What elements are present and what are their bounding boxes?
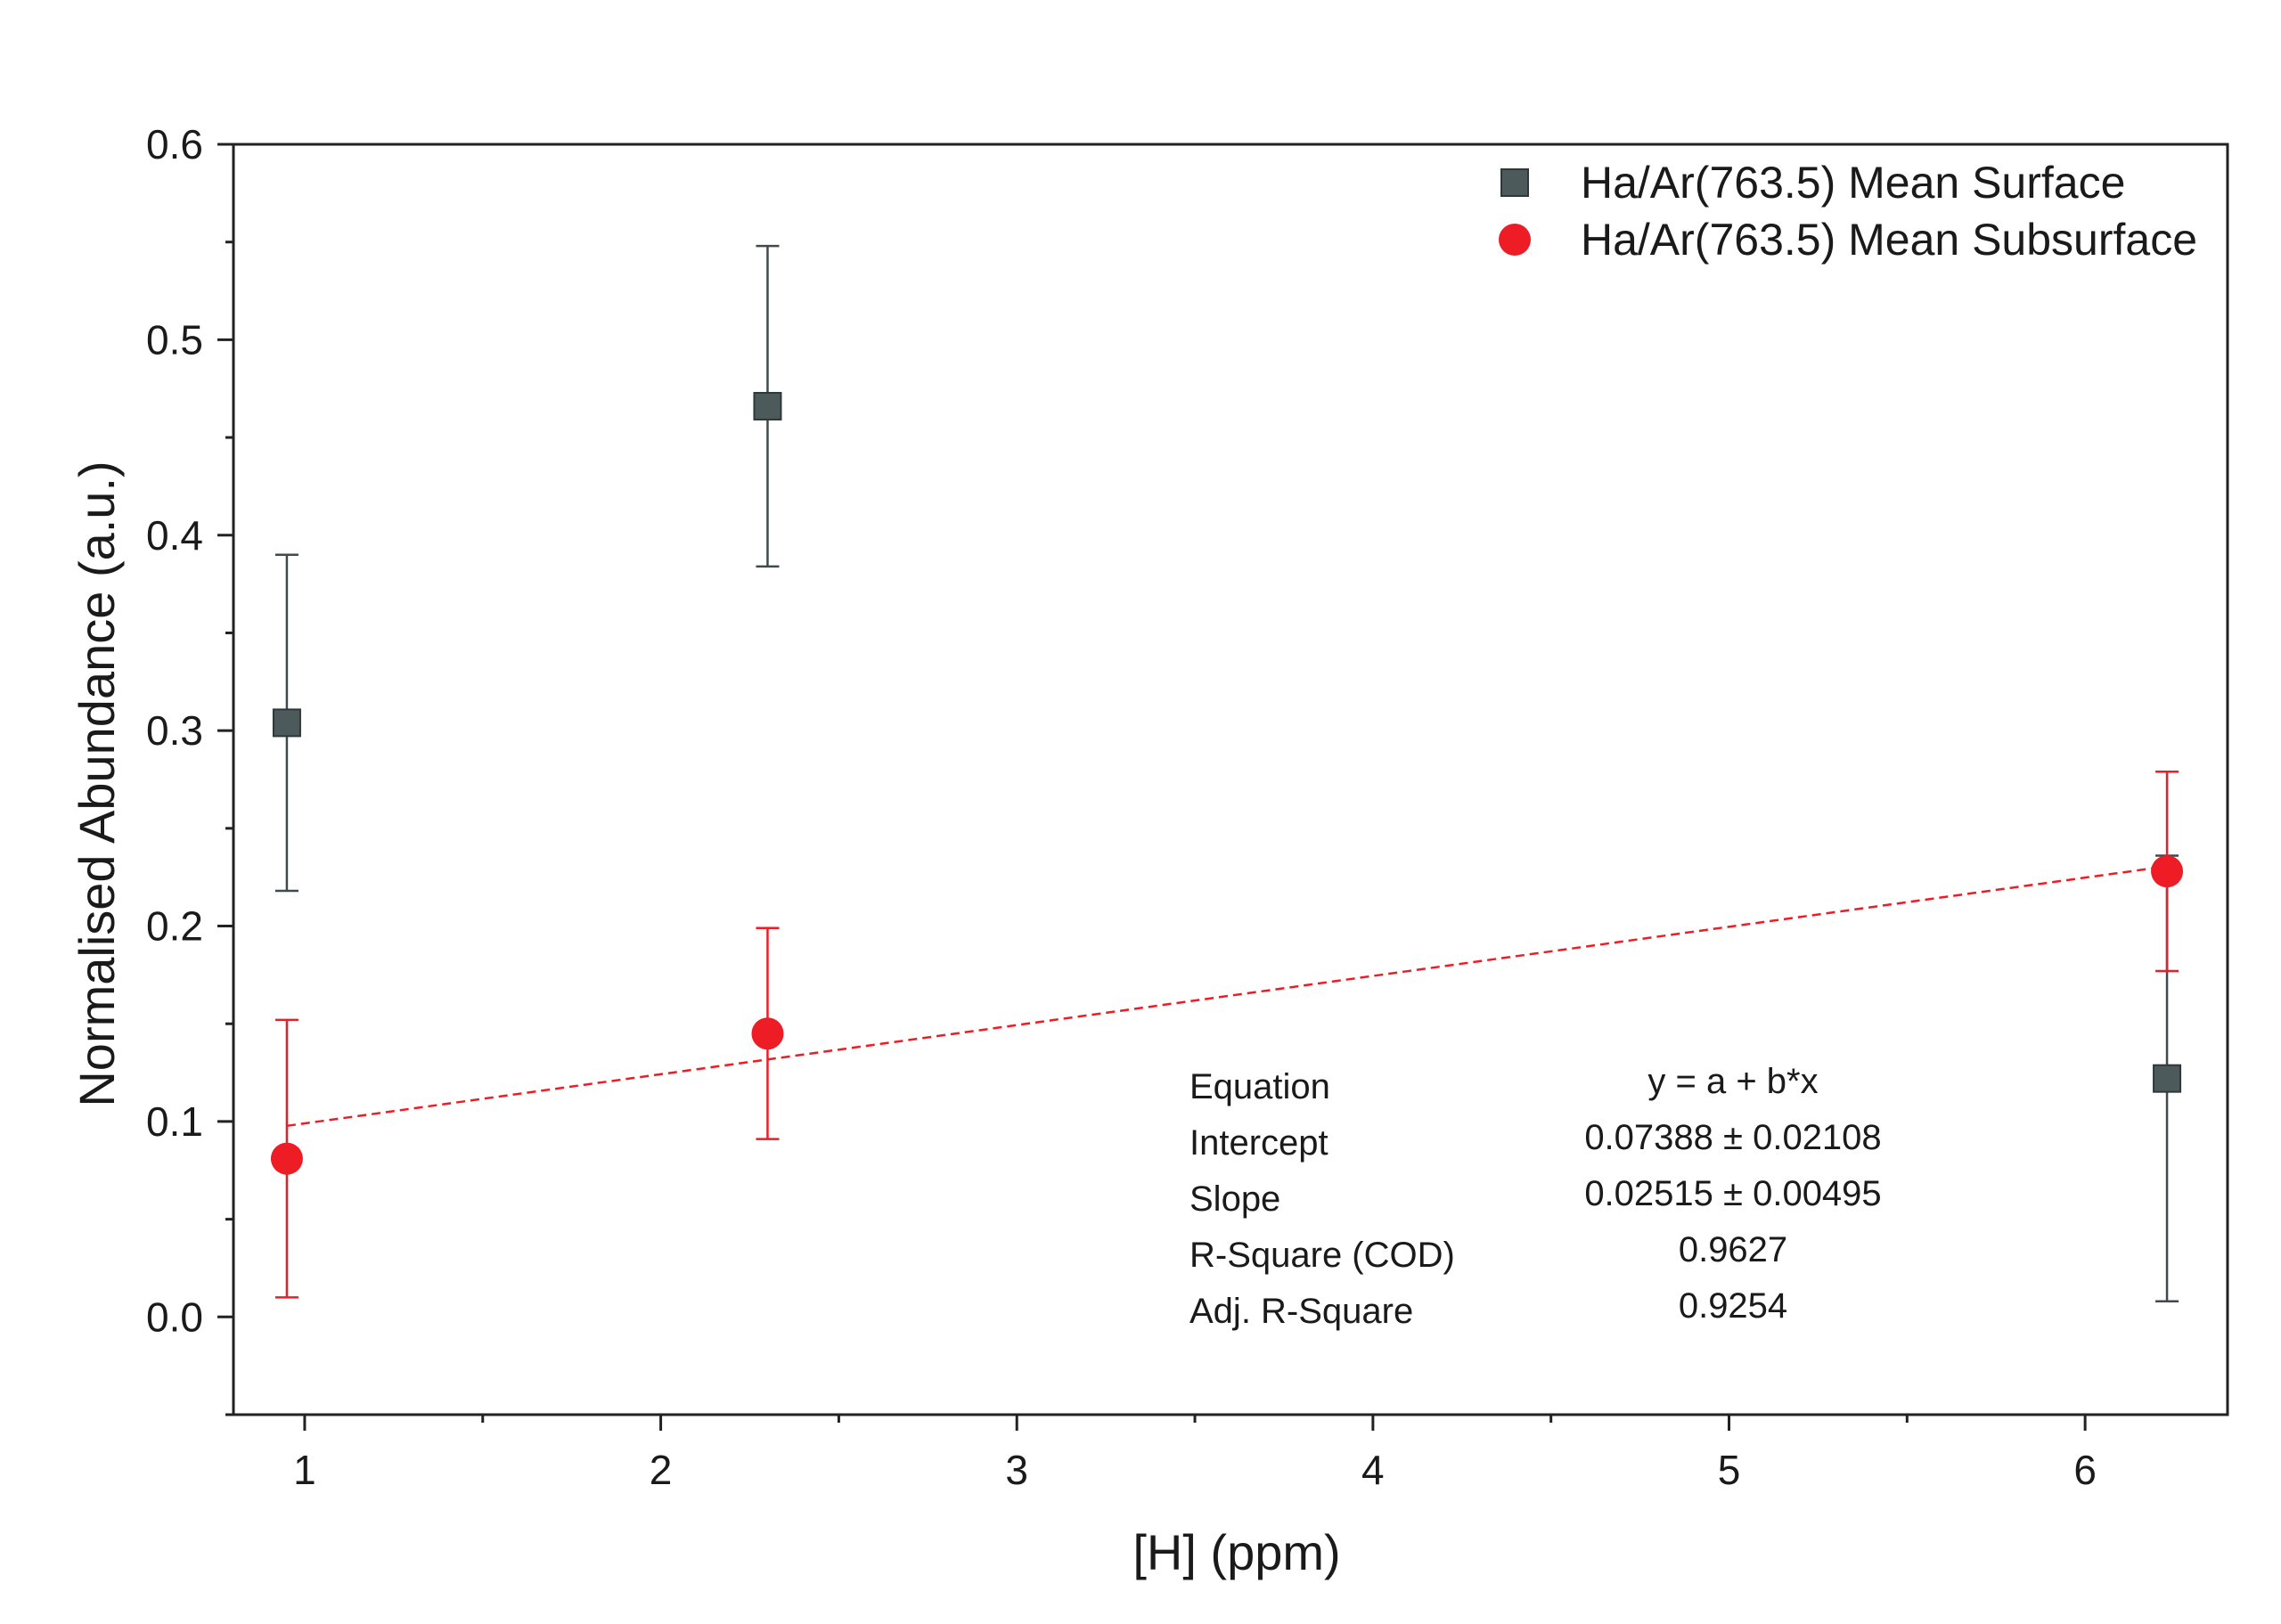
data-point-surface — [272, 708, 301, 738]
fit-line-group — [286, 865, 2168, 1128]
data-point-subsurface — [2151, 855, 2184, 888]
legend: Ha/Ar(763.5) Mean Surface Ha/Ar(763.5) Me… — [1499, 158, 2197, 265]
data-point-surface — [2153, 1064, 2182, 1093]
x-tick-label: 2 — [650, 1447, 673, 1493]
data-point-subsurface — [751, 1017, 784, 1050]
fit-table-label: Equation — [1190, 1067, 1330, 1106]
fit-table-value: 0.07388 ± 0.02108 — [1584, 1118, 1881, 1157]
y-tick-label: 0.1 — [146, 1098, 203, 1145]
y-axis-title: Normalised Abundance (a.u.) — [69, 461, 125, 1106]
fit-table-value: 0.9627 — [1679, 1230, 1787, 1269]
x-tick-label: 1 — [293, 1447, 316, 1493]
x-tick-label: 4 — [1361, 1447, 1385, 1493]
plot-frame — [232, 143, 2229, 1416]
fit-table-label: R-Square (COD) — [1190, 1236, 1455, 1275]
legend-marker-circle — [1499, 224, 1531, 256]
x-axis-title: [H] (ppm) — [1132, 1524, 1340, 1580]
x-tick-label: 3 — [1005, 1447, 1028, 1493]
legend-marker-square — [1500, 168, 1529, 197]
fit-table-label: Adj. R-Square — [1190, 1292, 1413, 1331]
y-tick-label: 0.6 — [146, 121, 203, 167]
linear-fit-line — [286, 865, 2168, 1128]
data-point-subsurface — [270, 1142, 303, 1175]
fit-table-value: y = a + b*x — [1647, 1062, 1818, 1101]
x-tick-label: 6 — [2073, 1447, 2097, 1493]
legend-label: Ha/Ar(763.5) Mean Surface — [1581, 158, 2125, 208]
data-points-group — [270, 391, 2184, 1175]
y-tick-label: 0.5 — [146, 316, 203, 363]
data-point-surface — [753, 391, 782, 420]
y-tick-label: 0.4 — [146, 512, 203, 559]
fit-table-label: Intercept — [1190, 1123, 1329, 1163]
axes-group: 1 2 3 4 5 6 0.0 0.1 0.2 0.3 0.4 0.5 0.6 — [146, 121, 2229, 1493]
fit-table-value: 0.02515 ± 0.00495 — [1584, 1174, 1881, 1213]
fit-stats-table: Equation y = a + b*x Intercept 0.07388 ± 0.… — [1190, 1062, 1882, 1331]
fit-table-label: Slope — [1190, 1179, 1280, 1219]
y-tick-label: 0.0 — [146, 1293, 203, 1340]
x-tick-label: 5 — [1718, 1447, 1741, 1493]
y-tick-label: 0.3 — [146, 707, 203, 754]
legend-label: Ha/Ar(763.5) Mean Subsurface — [1581, 215, 2197, 265]
fit-table-value: 0.9254 — [1679, 1286, 1787, 1326]
y-tick-label: 0.2 — [146, 903, 203, 950]
